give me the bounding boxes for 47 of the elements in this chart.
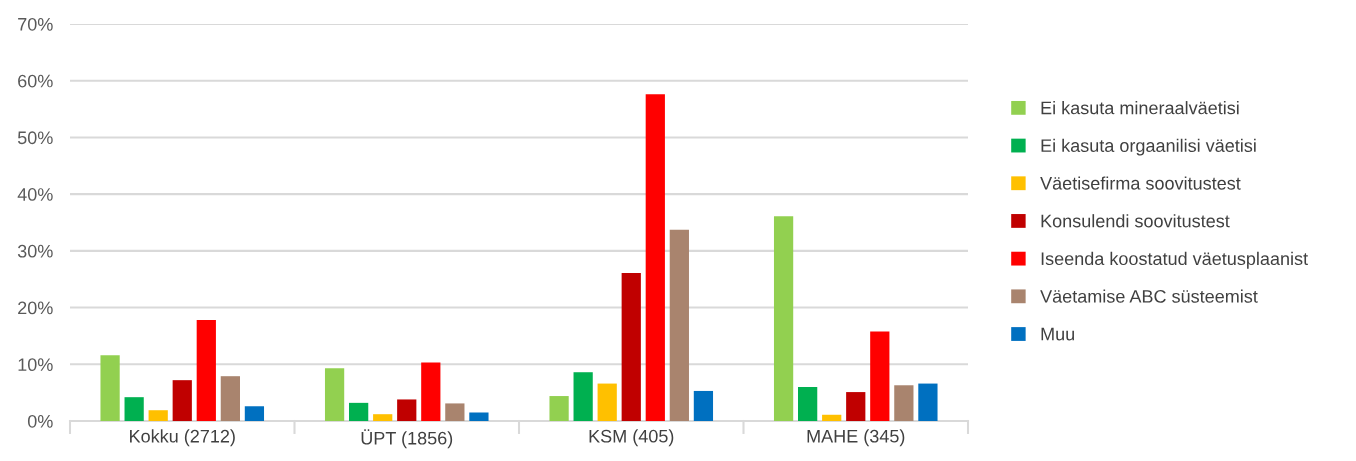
y-tick-label: 20% [18, 301, 53, 315]
bar [597, 383, 617, 421]
bar [918, 383, 938, 421]
y-tick-label: 50% [17, 131, 53, 145]
bar [549, 396, 569, 421]
y-tick-label: 0% [27, 414, 53, 428]
y-tick-label: 70% [18, 17, 53, 31]
y-tick-label: 30% [17, 244, 53, 258]
bar [172, 380, 192, 421]
legend-label: Ei kasuta mineraalväetisi [1041, 101, 1239, 115]
bar [669, 229, 689, 421]
bar [244, 406, 265, 421]
bar [100, 355, 120, 421]
y-tick-label: 60% [18, 74, 53, 88]
legend-label: Väetisefirma soovitustest [1040, 176, 1241, 190]
y-tick-label: 40% [17, 188, 53, 201]
bar [148, 410, 168, 421]
y-tick-label: 10% [18, 358, 53, 372]
bar [421, 362, 441, 421]
bar [693, 390, 714, 421]
bar [124, 397, 144, 421]
x-tick-label: ÜPT (1856) [361, 429, 453, 449]
bar [894, 385, 914, 421]
bar [220, 376, 240, 421]
legend-label: Konsulendi soovitustest [1041, 214, 1230, 228]
bar [822, 414, 842, 421]
legend-label: Iseenda koostatud väetusplaanist [1041, 251, 1308, 269]
bar [445, 403, 465, 421]
bar [798, 386, 818, 421]
bar [469, 412, 489, 421]
legend-label: Ei kasuta orgaanilisi väetisi [1041, 138, 1256, 156]
legend-label: Väetamise ABC süsteemist [1040, 289, 1258, 303]
x-tick-label: MAHE (345) [807, 429, 905, 447]
legend-label: Muu [1041, 327, 1074, 341]
bar [573, 372, 593, 421]
bar [846, 392, 866, 421]
x-tick-label: Kokku (2712) [130, 429, 235, 447]
bar [324, 368, 345, 421]
bar [645, 94, 665, 421]
bar [196, 320, 216, 421]
bar [870, 331, 890, 421]
bar [621, 272, 641, 421]
bar [349, 402, 369, 421]
bar [773, 216, 794, 421]
bar [373, 414, 393, 421]
bar [397, 399, 417, 421]
x-tick-label: KSM (405) [589, 429, 674, 447]
